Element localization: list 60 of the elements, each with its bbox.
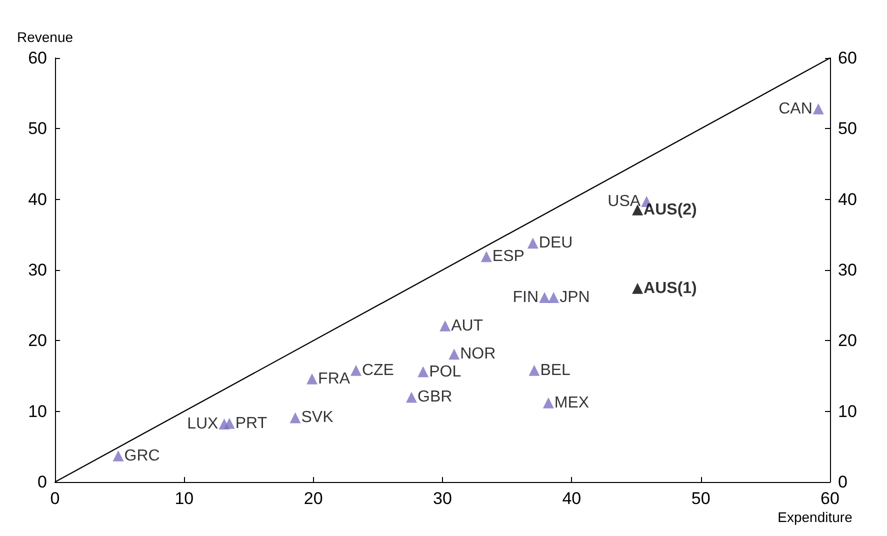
annotation: CAN [778,100,812,118]
point [539,292,550,304]
x-tick-label: 30 [433,489,452,508]
annotation: NOR [460,346,496,363]
y2-tick-label: 50 [838,119,857,138]
y-tick-label: 20 [28,331,47,350]
y2-tick-label: 30 [838,260,857,280]
annotation: JPN [560,289,590,306]
annotation: FIN [512,289,539,306]
annotation: FRA [318,370,350,388]
x-tick-label: 0 [50,489,60,508]
y-axis-title: Revenue [16,29,74,45]
y-tick-label: 50 [28,119,47,138]
y2-tick-label: 40 [838,190,857,209]
annotation: AUS(1) [644,280,697,297]
point [448,348,460,360]
point [306,373,318,384]
annotation: GBR [418,388,452,406]
annotation: GRC [124,447,160,464]
annotation: POL [429,363,462,380]
point [542,397,554,408]
x-axis-title: Expenditure [778,509,853,525]
point [632,282,644,294]
annotation: LUX [187,416,219,433]
x-tick-label: 60 [820,489,840,508]
y-tick-label: 40 [28,190,47,209]
x-tick-label: 20 [304,489,323,508]
annotation: CZE [362,362,394,379]
annotation: AUT [451,317,484,334]
point [350,364,362,376]
y-tick-label: 0 [38,472,47,492]
point [406,392,417,403]
point [418,366,429,378]
point [440,320,451,332]
y2-tick-label: 0 [838,472,848,492]
y-tick-label: 30 [28,260,47,280]
point [527,238,538,249]
annotation: ESP [492,248,524,266]
x-tick-label: 40 [562,489,582,508]
point [812,103,824,114]
point [548,292,560,304]
point [290,412,301,424]
annotation: AUS(2) [644,201,697,218]
point [528,364,540,376]
y2-tick-label: 60 [838,48,857,68]
annotation: BEL [540,362,571,379]
point [480,251,492,262]
annotation: PRT [235,414,268,432]
annotation: SVK [301,409,334,426]
x-tick-label: 50 [691,489,710,508]
annotation: MEX [554,394,590,412]
point [112,450,124,462]
y2-tick-label: 20 [838,331,857,350]
y2-tick-label: 10 [838,402,857,421]
y-tick-label: 10 [28,402,47,421]
annotation: DEU [538,234,573,252]
point [224,418,235,429]
x-tick-label: 10 [174,489,194,508]
y-tick-label: 60 [28,48,47,68]
annotation: USA [608,192,641,210]
